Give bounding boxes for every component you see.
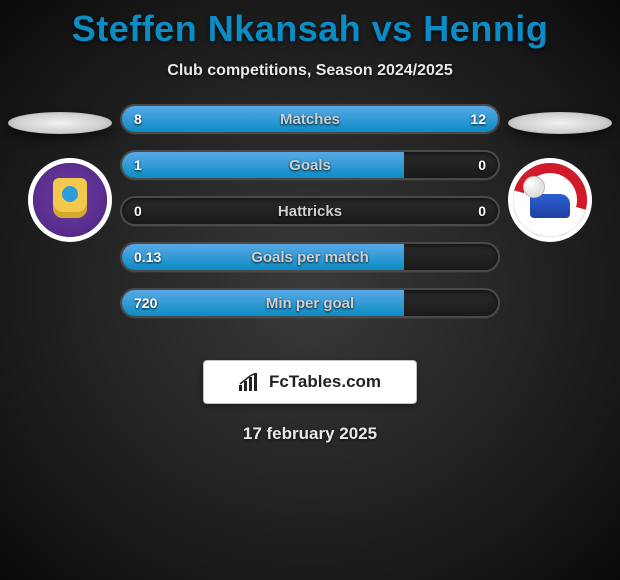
stat-bar: 0 0 Hattricks: [120, 196, 500, 226]
stat-value-right: 12: [470, 111, 486, 127]
page-title: Steffen Nkansah vs Hennig: [0, 0, 620, 50]
stat-seg-left: [122, 106, 272, 132]
stat-value-left: 720: [134, 295, 157, 311]
stat-seg-left: [122, 290, 404, 316]
stat-bar: 720 Min per goal: [120, 288, 500, 318]
club-badge-left: [28, 158, 112, 242]
stat-bar: 1 0 Goals: [120, 150, 500, 180]
spotlight-left: [8, 112, 112, 134]
stat-label: Matches: [280, 111, 340, 128]
stat-label: Min per goal: [266, 295, 354, 312]
subtitle: Club competitions, Season 2024/2025: [0, 62, 620, 80]
stat-label: Hattricks: [278, 203, 342, 220]
stat-label: Goals: [289, 157, 331, 174]
stat-seg-left: [122, 152, 404, 178]
date-text: 17 february 2025: [0, 424, 620, 444]
spotlight-right: [508, 112, 612, 134]
stat-value-right: 0: [478, 157, 486, 173]
stat-value-left: 8: [134, 111, 142, 127]
stat-value-left: 0: [134, 203, 142, 219]
stat-label: Goals per match: [251, 249, 369, 266]
brand-badge: FcTables.com: [203, 360, 417, 404]
stat-bar: 0.13 Goals per match: [120, 242, 500, 272]
stat-bar: 8 12 Matches: [120, 104, 500, 134]
comparison-arena: 8 12 Matches 1 0 Goals 0 0 Hattricks 0.13 Goals pe…: [0, 108, 620, 338]
stat-value-left: 0.13: [134, 249, 161, 265]
chart-icon: [239, 373, 261, 391]
stat-bars: 8 12 Matches 1 0 Goals 0 0 Hattricks 0.13 Goals pe…: [120, 104, 500, 334]
stat-value-right: 0: [478, 203, 486, 219]
stat-value-left: 1: [134, 157, 142, 173]
club-badge-right: [508, 158, 592, 242]
brand-text: FcTables.com: [269, 372, 381, 392]
